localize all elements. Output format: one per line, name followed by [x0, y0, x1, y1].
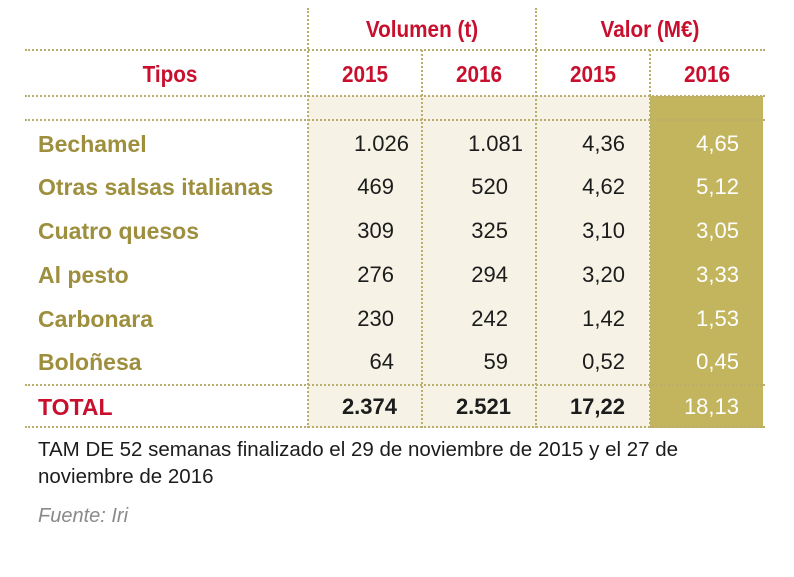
cell-volume-2016: 520 [471, 174, 508, 199]
group-header-value: Valor (M€) [600, 16, 700, 42]
cell-value-2016: 3,33 [696, 262, 739, 287]
cell-volume-2016: 1.081 [467, 131, 523, 156]
rule-bottom [25, 426, 765, 428]
cell-volume-2015: 276 [357, 262, 394, 287]
rule-above-body [25, 119, 765, 121]
col-divider-1 [307, 8, 309, 428]
cell-volume-2015: 64 [369, 349, 394, 374]
rule-under-column-header [25, 95, 765, 97]
row-label: Al pesto [38, 262, 129, 288]
total-value-2015: 17,22 [569, 394, 625, 419]
cell-value-2015: 3,20 [582, 262, 625, 287]
cell-value-2016: 0,45 [696, 349, 739, 374]
cell-value-2015: 4,62 [582, 174, 625, 199]
col-divider-2 [421, 50, 423, 428]
cell-value-2015: 3,10 [582, 218, 625, 243]
total-volume-2015: 2.374 [341, 394, 397, 419]
highlight-column-2016-value [650, 96, 763, 428]
group-header-volume: Volumen (t) [365, 16, 479, 42]
cell-value-2015: 0,52 [582, 349, 625, 374]
total-value-2016: 18,13 [683, 394, 739, 419]
cell-volume-2015: 309 [357, 218, 394, 243]
row-label: Bechamel [38, 131, 147, 157]
total-volume-2016: 2.521 [455, 394, 511, 419]
column-header-volume-2015: 2015 [341, 61, 389, 87]
cell-value-2016: 4,65 [696, 131, 739, 156]
rule-above-total [25, 384, 765, 386]
cell-value-2015: 1,42 [582, 306, 625, 331]
column-header-value-2015: 2015 [569, 61, 617, 87]
column-header-value-2016: 2016 [683, 61, 731, 87]
row-label: Otras salsas italianas [38, 174, 274, 200]
cell-volume-2016: 59 [483, 349, 508, 374]
row-label: Boloñesa [38, 349, 142, 375]
cell-value-2015: 4,36 [582, 131, 625, 156]
cell-volume-2015: 1.026 [353, 131, 409, 156]
col-divider-3 [535, 8, 537, 428]
col-divider-4 [649, 50, 651, 428]
column-header-volume-2016: 2016 [455, 61, 503, 87]
cell-volume-2016: 325 [471, 218, 508, 243]
cell-volume-2015: 230 [357, 306, 394, 331]
row-label: Carbonara [38, 306, 154, 332]
footnote: TAM DE 52 semanas finalizado el 29 de no… [38, 438, 679, 488]
total-label: TOTAL [38, 394, 113, 420]
cell-value-2016: 3,05 [696, 218, 739, 243]
row-label: Cuatro quesos [38, 218, 200, 244]
column-header-types: Tipos [142, 61, 198, 87]
cell-value-2016: 5,12 [696, 174, 739, 199]
cell-volume-2016: 242 [471, 306, 508, 331]
cell-value-2016: 1,53 [696, 306, 739, 331]
cell-volume-2016: 294 [471, 262, 508, 287]
rule-under-group-header [25, 49, 765, 51]
cell-volume-2015: 469 [357, 174, 394, 199]
source-credit: Fuente: Iri [38, 505, 129, 527]
data-area-background [308, 96, 650, 428]
